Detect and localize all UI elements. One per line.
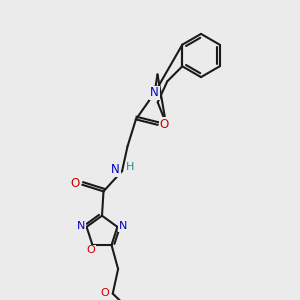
Text: N: N	[150, 86, 159, 100]
Text: O: O	[70, 177, 80, 190]
Text: N: N	[76, 221, 85, 231]
Text: N: N	[119, 221, 128, 231]
Text: N: N	[111, 163, 120, 176]
Text: H: H	[126, 162, 135, 172]
Text: O: O	[87, 245, 95, 255]
Text: O: O	[160, 118, 169, 131]
Text: O: O	[101, 288, 110, 298]
